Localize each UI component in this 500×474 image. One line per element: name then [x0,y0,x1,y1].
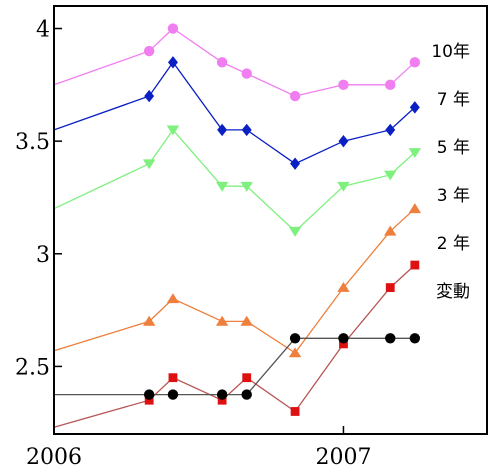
series-line [53,128,416,233]
series-label-background [422,281,472,303]
data-point [385,333,396,344]
data-point [144,89,155,103]
data-point [240,315,253,326]
x-tick-label: 2007 [315,445,371,470]
data-point [217,123,228,137]
series-labels: 10年 7 年 5 年 3 年 2 年変動 [422,41,472,303]
series-label-background [422,233,472,255]
series-line [53,208,416,354]
data-point [385,123,396,137]
series-3 [53,203,422,358]
series-line [53,264,416,428]
data-point [385,283,395,292]
series-label: 3 年 [437,186,470,206]
data-point [384,170,397,181]
data-point [143,45,155,57]
data-point [142,315,156,326]
data-point [242,373,252,383]
data-point [240,181,253,192]
y-tick-label: 3.5 [15,130,50,155]
y-tick-label: 4 [36,18,50,43]
series-2 [53,125,422,237]
series-label: 5 年 [437,138,470,158]
series-label-background [422,185,472,207]
series-line [53,27,416,97]
data-point [289,333,301,344]
data-point [409,101,420,114]
series-0 [53,23,421,102]
series-label: 7 年 [437,90,470,110]
series-label-background [422,89,472,111]
data-point [409,333,421,344]
x-tick-label: 2006 [26,445,82,470]
data-point [216,389,228,400]
data-point [167,56,178,69]
series-5 [54,333,421,400]
series-label: 10年 [431,42,470,62]
data-point [409,57,421,68]
data-point [166,125,180,136]
series-4 [53,260,420,428]
data-point [290,157,301,170]
data-point [385,79,396,91]
data-point [289,90,301,102]
series-label-background [422,137,472,159]
data-point [408,148,422,159]
data-point [338,333,349,344]
data-point [337,181,350,192]
data-point [167,389,179,400]
data-point [338,134,349,148]
data-point [410,260,420,270]
data-point [338,79,349,91]
data-point [408,203,422,214]
y-tick-label: 2.5 [15,355,50,380]
data-point [241,123,252,137]
data-point [144,395,154,405]
series-1 [53,56,420,170]
data-point [167,23,179,34]
data-point [339,339,348,349]
data-point [288,226,302,237]
data-point [168,373,178,383]
series-layer [53,23,422,428]
data-point [142,159,156,170]
data-point [143,389,155,400]
series-label: 変動 [436,282,470,302]
plot-frame [53,5,488,435]
data-point [290,407,300,416]
data-point [166,293,180,304]
data-point [384,225,397,236]
data-point [215,315,229,326]
data-point [217,395,227,405]
y-tick-label: 3 [36,243,50,268]
data-point [215,181,229,192]
data-point [241,68,252,79]
data-point [288,347,302,358]
data-point [241,389,252,400]
data-point [216,57,228,68]
series-line [53,61,416,165]
series-label: 2 年 [437,234,470,254]
axes: 2.5 3 3.5 4 2006 2007 [15,18,371,470]
data-point [337,281,350,292]
series-label-background [422,41,472,63]
series-line [54,337,415,396]
